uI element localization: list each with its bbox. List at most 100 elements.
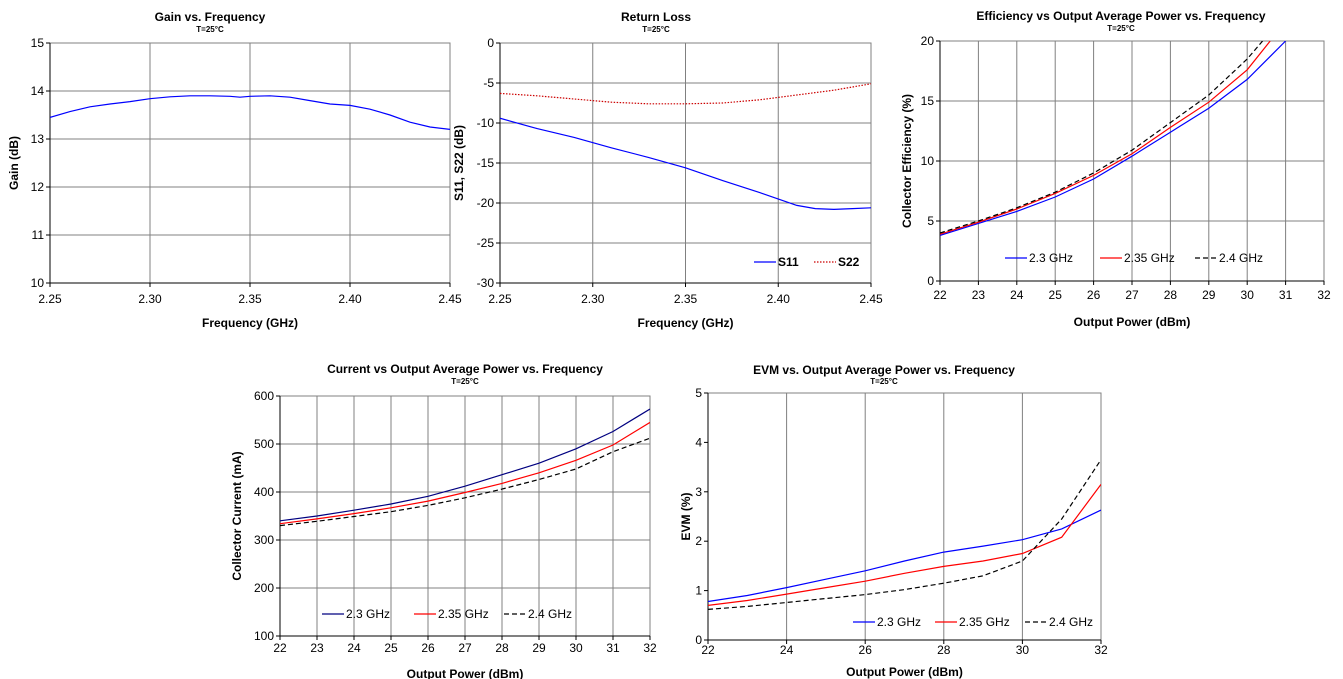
y-axis-label: Collector Efficiency (%)	[900, 94, 914, 228]
x-axis-label: Output Power (dBm)	[407, 667, 524, 679]
chart-title: Gain vs. Frequency	[155, 10, 266, 24]
y-tick-label: 12	[31, 180, 45, 194]
y-tick-label: -25	[477, 236, 495, 250]
x-axis-label: Frequency (GHz)	[637, 316, 733, 330]
plot-area	[707, 392, 1102, 641]
x-tick-label: 31	[606, 641, 620, 655]
series-line-2-35-ghz	[708, 484, 1101, 606]
chart-subtitle: T=25°C	[196, 25, 224, 34]
x-tick-label: 28	[937, 643, 951, 657]
chart-subtitle: T=25°C	[870, 377, 898, 386]
chart-title: Current vs Output Average Power vs. Freq…	[327, 362, 603, 376]
series-line-gain	[50, 95, 450, 130]
series-line-2-3-ghz	[708, 509, 1101, 603]
x-tick-label: 29	[1202, 288, 1216, 302]
x-tick-label: 22	[701, 643, 715, 657]
series-line-2-4-ghz	[940, 41, 1264, 234]
y-axis-label: EVM (%)	[679, 492, 693, 540]
x-tick-label: 2.30	[581, 292, 605, 306]
x-tick-label: 23	[310, 641, 324, 655]
y-tick-label: 10	[31, 276, 45, 290]
legend-label: 2.3 GHz	[877, 615, 921, 629]
y-tick-label: 100	[254, 629, 274, 643]
y-tick-label: 1	[695, 584, 702, 598]
x-tick-label: 26	[421, 641, 435, 655]
y-tick-label: 5	[927, 214, 934, 228]
x-tick-label: 25	[384, 641, 398, 655]
x-axis-label: Frequency (GHz)	[202, 316, 298, 330]
series-line-2-35-ghz	[280, 421, 650, 525]
x-tick-label: 30	[1016, 643, 1030, 657]
x-tick-label: 2.40	[767, 292, 791, 306]
y-tick-label: 4	[695, 435, 702, 449]
series-line-2-4-ghz	[280, 437, 650, 527]
x-tick-label: 31	[1279, 288, 1293, 302]
x-tick-label: 26	[859, 643, 873, 657]
series-line-s11	[500, 117, 871, 211]
y-tick-label: -5	[483, 76, 494, 90]
x-tick-label: 23	[972, 288, 986, 302]
x-tick-label: 22	[933, 288, 947, 302]
series-line-s22	[500, 83, 871, 105]
gain-chart: 10 11 12 13 14 15 2.25 2.30 2.35 2.40 2.45 Gain vs.…	[7, 10, 462, 330]
x-tick-label: 30	[569, 641, 583, 655]
evm-chart: 0 1 2 3 4 5 22 24 26 28 30 32 EVM vs. Output Average…	[679, 363, 1108, 679]
y-tick-label: 20	[921, 34, 935, 48]
legend-label: S22	[838, 255, 860, 269]
y-tick-label: 200	[254, 581, 274, 595]
y-tick-label: 10	[921, 154, 935, 168]
series-line-2-35-ghz	[940, 41, 1271, 235]
y-tick-label: 15	[31, 36, 45, 50]
chart-subtitle: T=25°C	[451, 377, 479, 386]
legend-label: 2.35 GHz	[438, 607, 489, 621]
y-tick-label: -10	[477, 116, 495, 130]
legend-label: 2.3 GHz	[346, 607, 390, 621]
y-tick-label: 0	[695, 633, 702, 647]
y-axis-label: Gain (dB)	[7, 136, 21, 190]
y-tick-label: 11	[32, 228, 45, 242]
y-axis-label: S11, S22 (dB)	[452, 125, 466, 201]
x-tick-label: 29	[532, 641, 546, 655]
legend-label: 2.4 GHz	[1219, 251, 1263, 265]
efficiency-chart: 0 5 10 15 20 22 23 24 25 26 27 28 29 30 31 32 Efficiency…	[900, 9, 1331, 329]
x-tick-label: 26	[1087, 288, 1101, 302]
x-tick-label: 30	[1241, 288, 1255, 302]
legend-label: S11	[778, 255, 799, 269]
y-tick-label: 300	[254, 533, 274, 547]
x-tick-label: 27	[1125, 288, 1139, 302]
x-tick-label: 24	[1010, 288, 1024, 302]
x-tick-label: 22	[273, 641, 287, 655]
chart-title: EVM vs. Output Average Power vs. Frequen…	[753, 363, 1015, 377]
x-tick-label: 32	[1094, 643, 1108, 657]
y-tick-label: -15	[477, 156, 495, 170]
legend-label: 2.3 GHz	[1029, 251, 1073, 265]
x-tick-label: 2.45	[438, 292, 462, 306]
chart-subtitle: T=25°C	[642, 25, 670, 34]
x-axis-label: Output Power (dBm)	[1074, 315, 1191, 329]
x-tick-label: 28	[1164, 288, 1178, 302]
x-tick-label: 2.25	[488, 292, 512, 306]
y-tick-label: -20	[477, 196, 495, 210]
legend-label: 2.35 GHz	[1124, 251, 1175, 265]
series-line-2-3-ghz	[940, 41, 1287, 236]
chart-subtitle: T=25°C	[1107, 24, 1135, 33]
x-tick-label: 32	[1317, 288, 1331, 302]
return_loss-chart: -30 -25 -20 -15 -10 -5 0 2.25 2.30 2.35 2.40 2.45 Re…	[452, 10, 883, 330]
x-tick-label: 2.35	[238, 292, 262, 306]
y-tick-label: -30	[477, 276, 495, 290]
chart-title: Return Loss	[621, 10, 691, 24]
x-tick-label: 2.25	[38, 292, 62, 306]
y-tick-label: 5	[695, 386, 702, 400]
legend-label: 2.4 GHz	[528, 607, 572, 621]
y-axis-label: Collector Current (mA)	[230, 451, 244, 580]
y-tick-label: 500	[254, 437, 274, 451]
y-tick-label: 400	[254, 485, 274, 499]
x-tick-label: 2.35	[674, 292, 698, 306]
y-tick-label: 2	[695, 534, 702, 548]
x-axis-label: Output Power (dBm)	[846, 665, 963, 679]
y-tick-label: 13	[31, 132, 45, 146]
y-tick-label: 15	[921, 94, 935, 108]
x-tick-label: 28	[495, 641, 509, 655]
